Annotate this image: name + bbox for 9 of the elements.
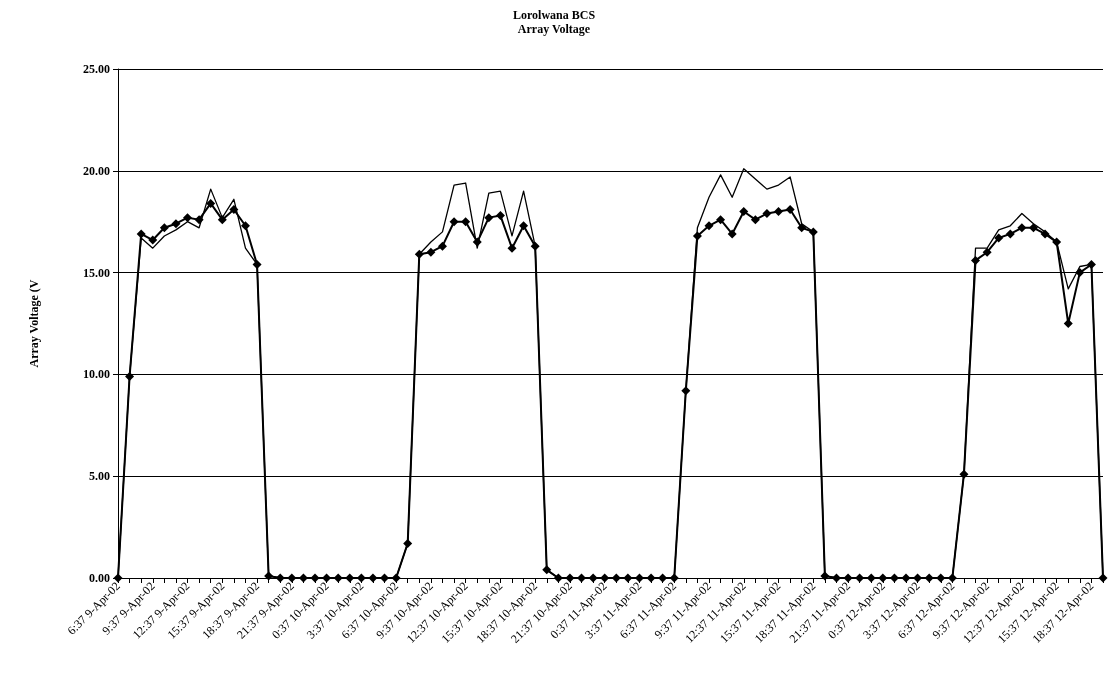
y-tick-label: 5.00 [89,469,110,484]
y-tick-label: 15.00 [83,265,110,280]
chart-subtitle: Array Voltage [517,22,591,36]
y-tick-label: 25.00 [83,62,110,76]
y-tick-label: 10.00 [83,367,110,382]
y-tick-label: 0.00 [89,571,110,585]
chart-title: Lorolwana BCS [512,8,596,22]
y-axis-title: Array Voltage (V [27,279,41,368]
y-tick-label: 20.00 [83,163,110,178]
